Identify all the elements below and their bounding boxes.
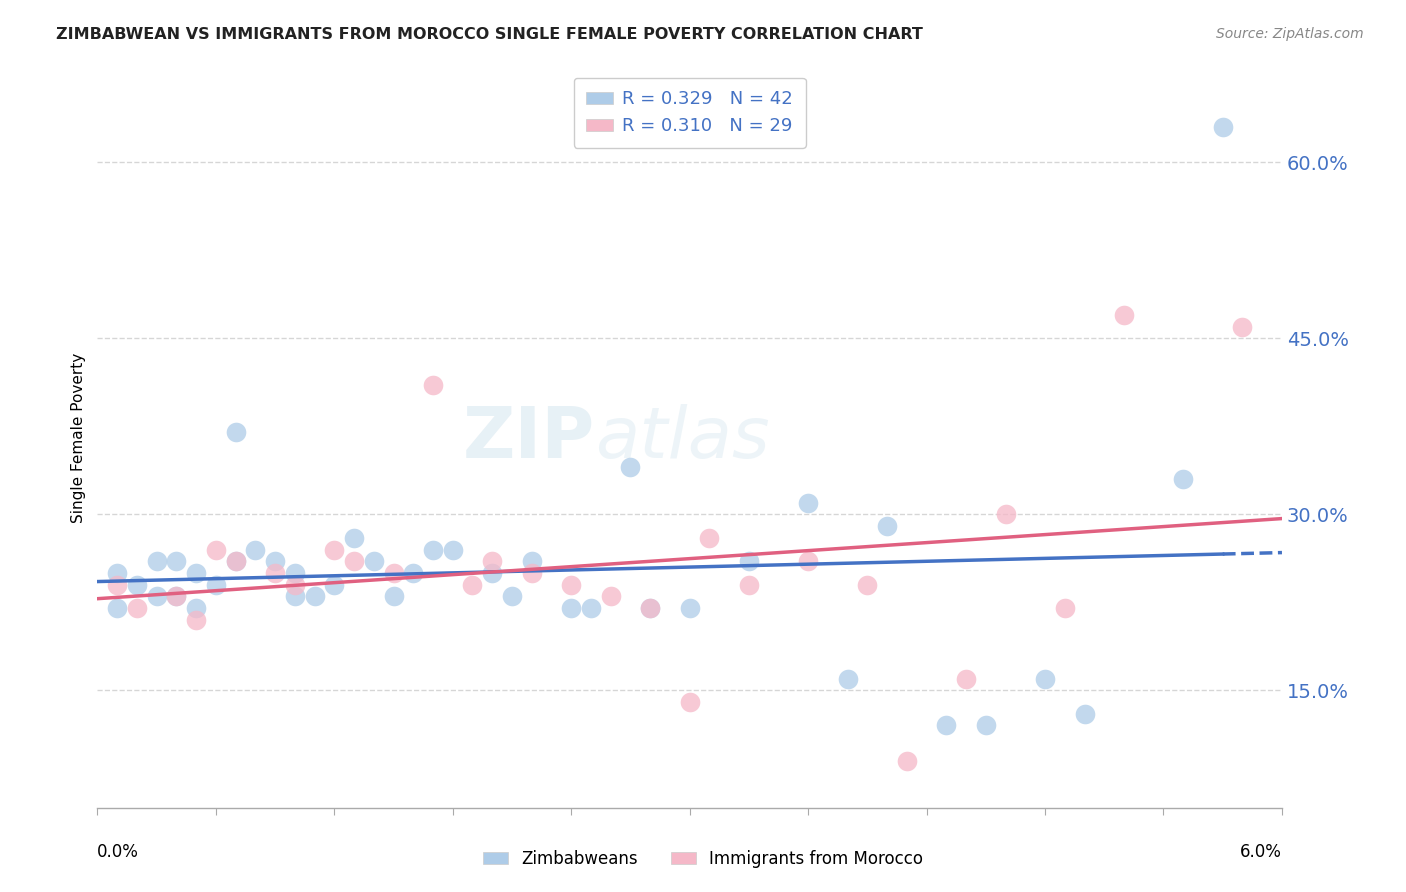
Point (204, 578, 226, 592)
Point (560, 578, 582, 592)
Point (264, 566, 287, 580)
Point (441, 542, 464, 557)
Text: 0.0%: 0.0% (97, 843, 139, 862)
Point (679, 695, 702, 709)
Point (284, 590, 307, 604)
Point (520, 566, 543, 580)
Point (323, 542, 346, 557)
Point (837, 672, 859, 686)
Point (382, 590, 405, 604)
Point (184, 613, 207, 627)
Point (974, 718, 997, 732)
Point (343, 531, 366, 545)
Text: Source: ZipAtlas.com: Source: ZipAtlas.com (1216, 27, 1364, 41)
Point (1212, 120, 1234, 135)
Point (738, 578, 761, 592)
Point (382, 566, 405, 580)
Point (579, 601, 602, 615)
Point (638, 601, 661, 615)
Point (145, 554, 167, 568)
Point (105, 601, 128, 615)
Legend: Zimbabweans, Immigrants from Morocco: Zimbabweans, Immigrants from Morocco (477, 844, 929, 875)
Point (105, 566, 128, 580)
Point (323, 578, 346, 592)
Point (184, 601, 207, 615)
Point (165, 554, 187, 568)
Point (225, 554, 247, 568)
Y-axis label: Single Female Poverty: Single Female Poverty (72, 353, 86, 524)
Point (619, 460, 641, 475)
Point (264, 554, 287, 568)
Point (1073, 706, 1095, 721)
Point (994, 508, 1017, 522)
Point (402, 566, 425, 580)
Point (284, 566, 307, 580)
Point (1053, 601, 1076, 615)
Point (422, 542, 444, 557)
Point (738, 554, 761, 568)
Point (481, 566, 503, 580)
Point (1173, 472, 1195, 486)
Point (1033, 672, 1056, 686)
Point (896, 754, 918, 768)
Point (797, 495, 820, 509)
Point (481, 554, 503, 568)
Point (520, 554, 543, 568)
Text: ZIMBABWEAN VS IMMIGRANTS FROM MOROCCO SINGLE FEMALE POVERTY CORRELATION CHART: ZIMBABWEAN VS IMMIGRANTS FROM MOROCCO SI… (56, 27, 924, 42)
Point (204, 542, 226, 557)
Point (304, 590, 326, 604)
Point (105, 578, 128, 592)
Point (599, 590, 621, 604)
Point (343, 554, 366, 568)
Point (955, 672, 977, 686)
Point (638, 601, 661, 615)
Text: 6.0%: 6.0% (1240, 843, 1282, 862)
Legend: R = 0.329   N = 42, R = 0.310   N = 29: R = 0.329 N = 42, R = 0.310 N = 29 (574, 78, 806, 148)
Point (699, 531, 721, 545)
Point (225, 554, 247, 568)
Point (679, 601, 702, 615)
Point (1232, 319, 1254, 334)
Point (184, 566, 207, 580)
Point (225, 425, 247, 440)
Point (245, 542, 267, 557)
Text: atlas: atlas (595, 403, 769, 473)
Point (856, 578, 879, 592)
Point (935, 718, 957, 732)
Point (797, 554, 820, 568)
Point (145, 590, 167, 604)
Point (1112, 308, 1135, 322)
Point (363, 554, 385, 568)
Point (422, 378, 444, 392)
Text: ZIP: ZIP (463, 403, 595, 473)
Point (125, 601, 148, 615)
Point (165, 590, 187, 604)
Point (165, 590, 187, 604)
Point (284, 578, 307, 592)
Point (461, 578, 484, 592)
Point (501, 590, 523, 604)
Point (125, 578, 148, 592)
Point (876, 519, 898, 533)
Point (560, 601, 582, 615)
